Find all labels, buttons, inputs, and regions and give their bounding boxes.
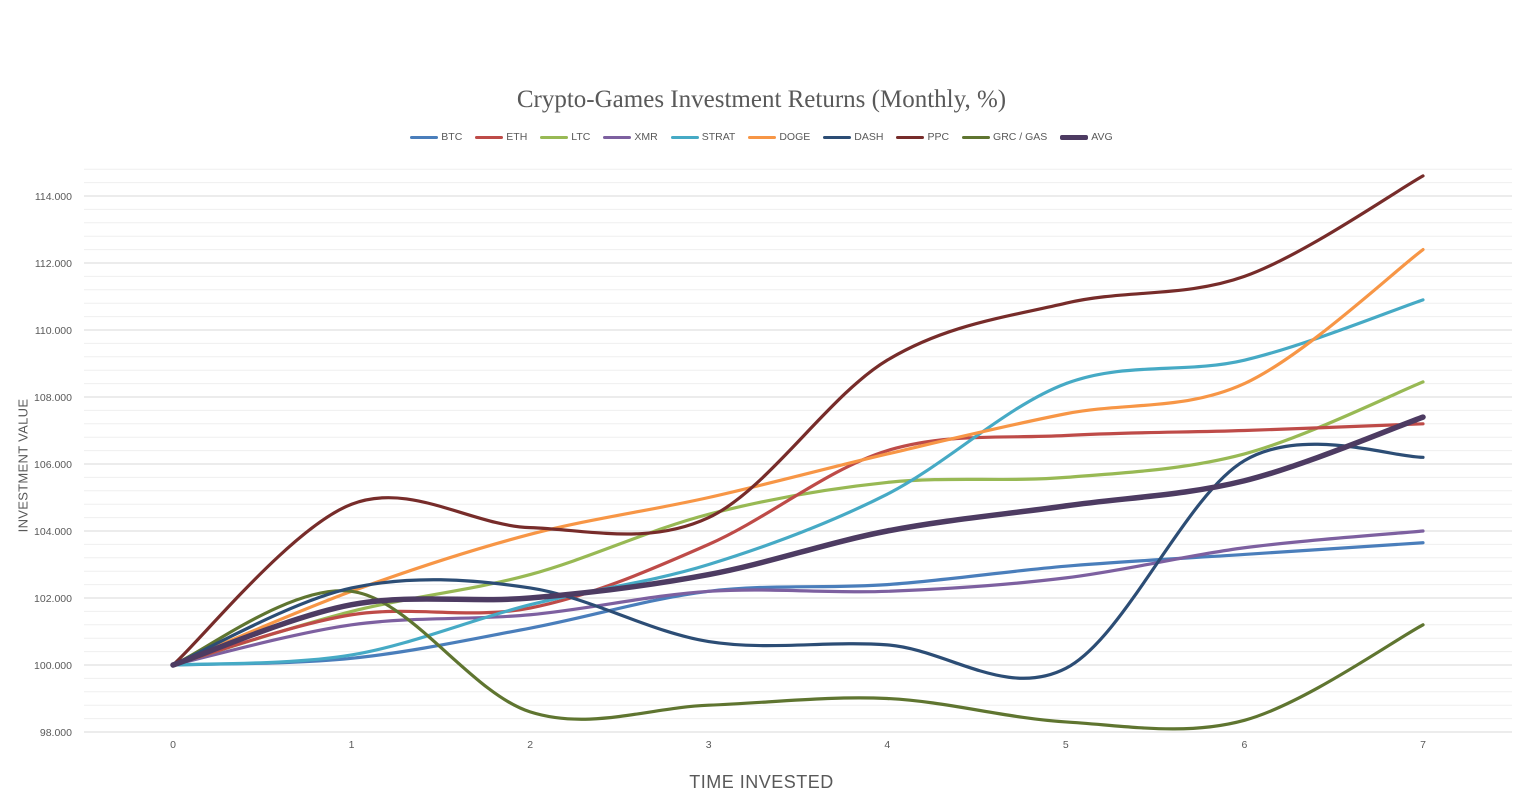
- x-tick-label: 5: [1063, 739, 1069, 751]
- legend-item: ETH: [475, 131, 527, 143]
- y-tick-label: 114.000: [35, 191, 72, 203]
- legend-item: STRAT: [670, 131, 736, 143]
- series-line-xmr: [171, 529, 1425, 667]
- x-tick-label: 4: [884, 739, 890, 751]
- y-tick-label: 102.000: [34, 593, 72, 605]
- series-line-eth: [171, 422, 1425, 667]
- legend-label: LTC: [571, 131, 591, 143]
- legend-swatch: [1060, 134, 1089, 140]
- legend-item: LTC: [540, 131, 590, 143]
- legend-item: GRC / GAS: [962, 131, 1047, 143]
- y-tick-label: 110.000: [35, 325, 72, 337]
- y-tick-label: 112.000: [35, 258, 72, 270]
- legend-label: BTC: [441, 131, 463, 143]
- legend-item: PPC: [896, 131, 949, 143]
- legend-item: BTC: [410, 131, 462, 143]
- legend-swatch: [410, 135, 439, 139]
- x-tick-label: 1: [349, 739, 355, 751]
- legend-swatch: [823, 135, 852, 139]
- y-tick-label: 106.000: [34, 459, 72, 471]
- chart-legend: BTC ETH LTC XMR STRAT DOGE DASH PPC GRC / GAS AVG: [0, 131, 1523, 143]
- series-line-grc-gas: [171, 589, 1425, 731]
- series-line-btc: [171, 541, 1425, 667]
- legend-label: STRAT: [701, 131, 736, 143]
- x-tick-label: 3: [706, 739, 712, 751]
- series-line-strat: [171, 298, 1425, 667]
- legend-item: AVG: [1060, 131, 1113, 143]
- legend-label: AVG: [1091, 131, 1113, 143]
- legend-swatch: [748, 135, 777, 139]
- y-axis-title: INVESTMENT VALUE: [15, 398, 31, 533]
- legend-label: ETH: [506, 131, 528, 143]
- y-tick-label: 100.000: [34, 660, 72, 672]
- legend-swatch: [896, 135, 925, 139]
- x-tick-label: 6: [1242, 739, 1248, 751]
- series-line-dash: [171, 442, 1425, 680]
- series-line-ppc: [171, 174, 1425, 667]
- x-axis-title: TIME INVESTED: [689, 772, 834, 792]
- legend-label: PPC: [927, 131, 950, 143]
- x-tick-label: 0: [170, 739, 176, 751]
- y-tick-label: 104.000: [34, 526, 72, 538]
- legend-item: XMR: [603, 131, 658, 143]
- legend-label: XMR: [634, 131, 658, 143]
- legend-swatch: [603, 135, 632, 139]
- legend-label: DASH: [854, 131, 884, 143]
- legend-swatch: [670, 135, 699, 139]
- series-line-avg: [170, 414, 1426, 668]
- legend-swatch: [475, 135, 504, 139]
- x-tick-label: 2: [527, 739, 533, 751]
- legend-swatch: [540, 135, 569, 139]
- legend-item: DOGE: [748, 131, 810, 143]
- legend-label: DOGE: [779, 131, 811, 143]
- y-tick-label: 108.000: [34, 392, 72, 404]
- y-tick-label: 98.000: [40, 727, 72, 739]
- legend-label: GRC / GAS: [993, 131, 1048, 143]
- chart-title: Crypto-Games Investment Returns (Monthly…: [516, 86, 1007, 113]
- x-tick-label: 7: [1420, 739, 1426, 751]
- legend-swatch: [962, 135, 991, 139]
- legend-item: DASH: [823, 131, 883, 143]
